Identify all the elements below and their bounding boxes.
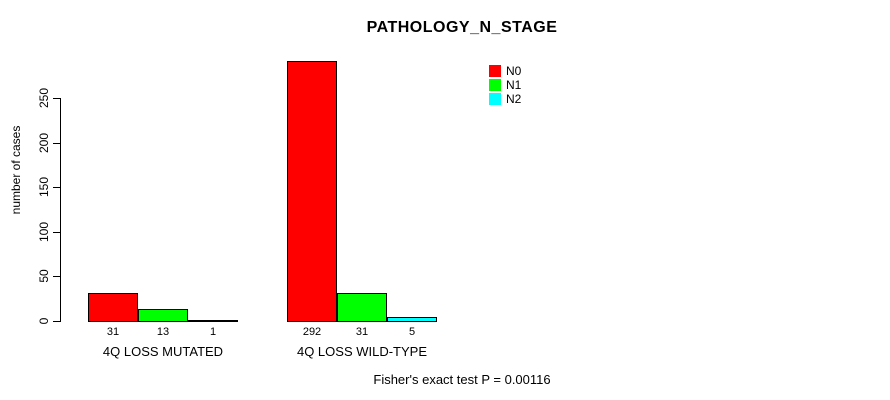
bar-value-label: 1 <box>209 326 217 338</box>
y-tick-label: 100 <box>37 221 51 242</box>
y-tick-label: 250 <box>37 87 51 109</box>
y-tick-mark <box>53 142 60 144</box>
bar-n0 <box>88 293 138 322</box>
bar-n2 <box>188 320 238 322</box>
legend-label: N2 <box>506 92 522 106</box>
bar-n1 <box>337 293 387 322</box>
x-category-label: 4Q LOSS WILD-TYPE <box>296 344 428 359</box>
bar-value-label: 13 <box>156 326 170 338</box>
y-tick-mark <box>53 321 60 322</box>
bar-value-label: 5 <box>408 326 416 338</box>
y-axis-line <box>60 98 61 322</box>
y-axis-label: number of cases <box>9 125 23 215</box>
y-tick-mark <box>53 231 60 233</box>
bar-n1 <box>138 309 188 322</box>
legend-swatch-n0 <box>489 65 501 77</box>
x-category-label: 4Q LOSS MUTATED <box>102 344 224 359</box>
legend-label: N1 <box>506 78 522 92</box>
y-tick-label: 50 <box>37 269 51 284</box>
bar-value-label: 292 <box>302 326 322 338</box>
y-tick-mark <box>53 276 60 278</box>
y-tick-mark <box>53 98 60 99</box>
y-tick-label: 0 <box>37 317 51 325</box>
y-tick-label: 150 <box>37 177 51 198</box>
fishers-test-annotation: Fisher's exact test P = 0.00116 <box>373 372 551 387</box>
legend-swatch-n1 <box>489 79 501 91</box>
bar-n2 <box>387 317 437 322</box>
chart-title: PATHOLOGY_N_STAGE <box>366 19 558 36</box>
legend-label: N0 <box>506 64 522 78</box>
bar-value-label: 31 <box>355 326 369 338</box>
legend-swatch-n2 <box>489 93 501 105</box>
y-tick-label: 200 <box>37 132 51 153</box>
bar-value-label: 31 <box>106 326 120 338</box>
bar-n0 <box>287 61 337 322</box>
y-tick-mark <box>53 187 60 189</box>
